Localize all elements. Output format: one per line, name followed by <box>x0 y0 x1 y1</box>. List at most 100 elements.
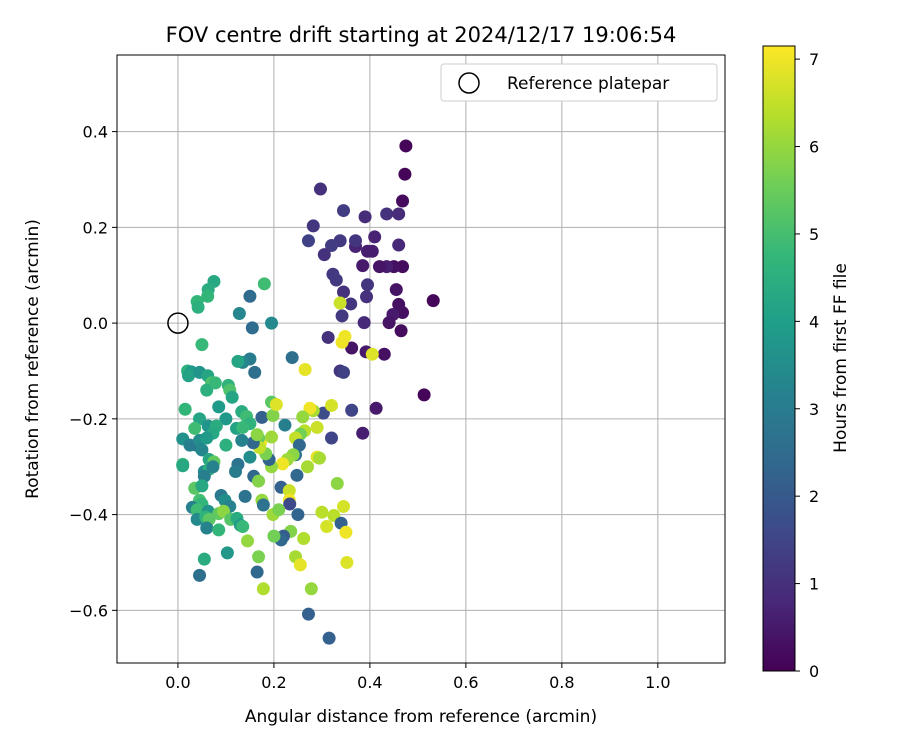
colorbar-tick-label: 2 <box>809 487 819 506</box>
data-point <box>356 259 370 273</box>
data-point <box>426 294 440 308</box>
data-point <box>348 234 362 248</box>
data-point <box>195 479 209 493</box>
data-point <box>176 459 190 473</box>
data-point <box>306 219 320 233</box>
data-point <box>178 402 192 416</box>
data-point <box>219 438 233 452</box>
data-point <box>182 369 196 383</box>
data-point <box>325 398 339 412</box>
data-point <box>357 316 371 330</box>
data-point <box>201 289 215 303</box>
data-point <box>250 428 264 442</box>
data-point <box>396 194 410 208</box>
data-point <box>392 207 406 221</box>
data-point <box>325 431 339 445</box>
data-point <box>369 401 383 415</box>
legend-box <box>440 63 718 102</box>
data-point <box>252 550 266 564</box>
data-point <box>340 555 354 569</box>
x-tick-label: 0.4 <box>357 673 382 692</box>
data-point <box>316 406 330 420</box>
x-tick-label: 0.6 <box>453 673 478 692</box>
data-point <box>389 283 403 297</box>
colorbar-label: Hours from first FF file <box>831 263 851 453</box>
data-point <box>243 450 257 464</box>
data-point <box>360 290 374 304</box>
data-point <box>301 607 315 621</box>
data-points <box>176 139 440 645</box>
colorbar-tick-label: 1 <box>809 575 819 594</box>
data-point <box>231 354 245 368</box>
data-point <box>399 139 413 153</box>
data-point <box>345 341 359 355</box>
data-point <box>417 388 431 402</box>
data-point <box>392 238 406 252</box>
data-point <box>358 210 372 224</box>
data-point <box>256 498 270 512</box>
data-point <box>320 520 334 534</box>
data-point <box>344 297 358 311</box>
data-point <box>356 426 370 440</box>
data-point <box>212 523 226 537</box>
reference-platepar-marker <box>167 312 189 334</box>
data-point <box>257 277 271 291</box>
data-point <box>235 433 249 447</box>
data-point <box>290 468 304 482</box>
data-point <box>208 376 222 390</box>
data-point <box>297 532 311 546</box>
colorbar-tick-label: 3 <box>809 400 819 419</box>
data-point <box>256 582 270 596</box>
data-point <box>317 248 331 262</box>
data-point <box>337 365 351 379</box>
data-point <box>250 565 264 579</box>
data-point <box>360 278 374 292</box>
data-point <box>255 410 269 424</box>
data-point <box>238 489 252 503</box>
data-point <box>190 503 204 517</box>
data-point <box>303 401 317 415</box>
data-point <box>200 383 214 397</box>
data-point <box>266 408 280 422</box>
x-tick-label: 0.2 <box>261 673 286 692</box>
data-point <box>298 363 312 377</box>
data-point <box>394 324 408 338</box>
colorbar-tick-label: 0 <box>809 662 819 681</box>
y-tick-label: −0.4 <box>69 506 108 525</box>
x-tick-label: 1.0 <box>645 673 670 692</box>
y-tick-label: −0.6 <box>69 601 108 620</box>
data-point <box>212 400 226 414</box>
data-point <box>313 451 327 465</box>
data-point <box>276 457 290 471</box>
data-point <box>267 529 281 543</box>
y-axis: −0.6 −0.4 −0.2 0.0 0.2 0.4 <box>69 123 117 620</box>
data-point <box>236 420 250 434</box>
colorbar-gradient <box>762 45 796 672</box>
data-point <box>252 474 266 488</box>
data-point <box>310 420 324 434</box>
colorbar-tick-label: 7 <box>809 50 819 69</box>
data-point <box>285 351 299 365</box>
y-tick-label: 0.0 <box>83 314 108 333</box>
x-axis: 0.0 0.2 0.4 0.6 0.8 1.0 <box>165 663 671 692</box>
data-point <box>232 307 246 321</box>
data-point <box>197 552 211 566</box>
data-point <box>200 431 214 445</box>
data-point <box>278 418 292 432</box>
data-point <box>301 234 315 248</box>
data-point <box>220 546 234 560</box>
data-point <box>193 568 207 582</box>
data-point <box>219 412 233 426</box>
data-point <box>322 631 336 645</box>
data-point <box>325 239 339 253</box>
x-tick-label: 0.0 <box>165 673 190 692</box>
data-point <box>195 443 209 457</box>
colorbar-tick-label: 5 <box>809 225 819 244</box>
data-point <box>304 582 318 596</box>
data-point <box>206 460 220 474</box>
data-point <box>241 534 255 548</box>
data-point <box>398 167 412 181</box>
data-point <box>372 260 386 274</box>
data-point <box>236 520 250 534</box>
